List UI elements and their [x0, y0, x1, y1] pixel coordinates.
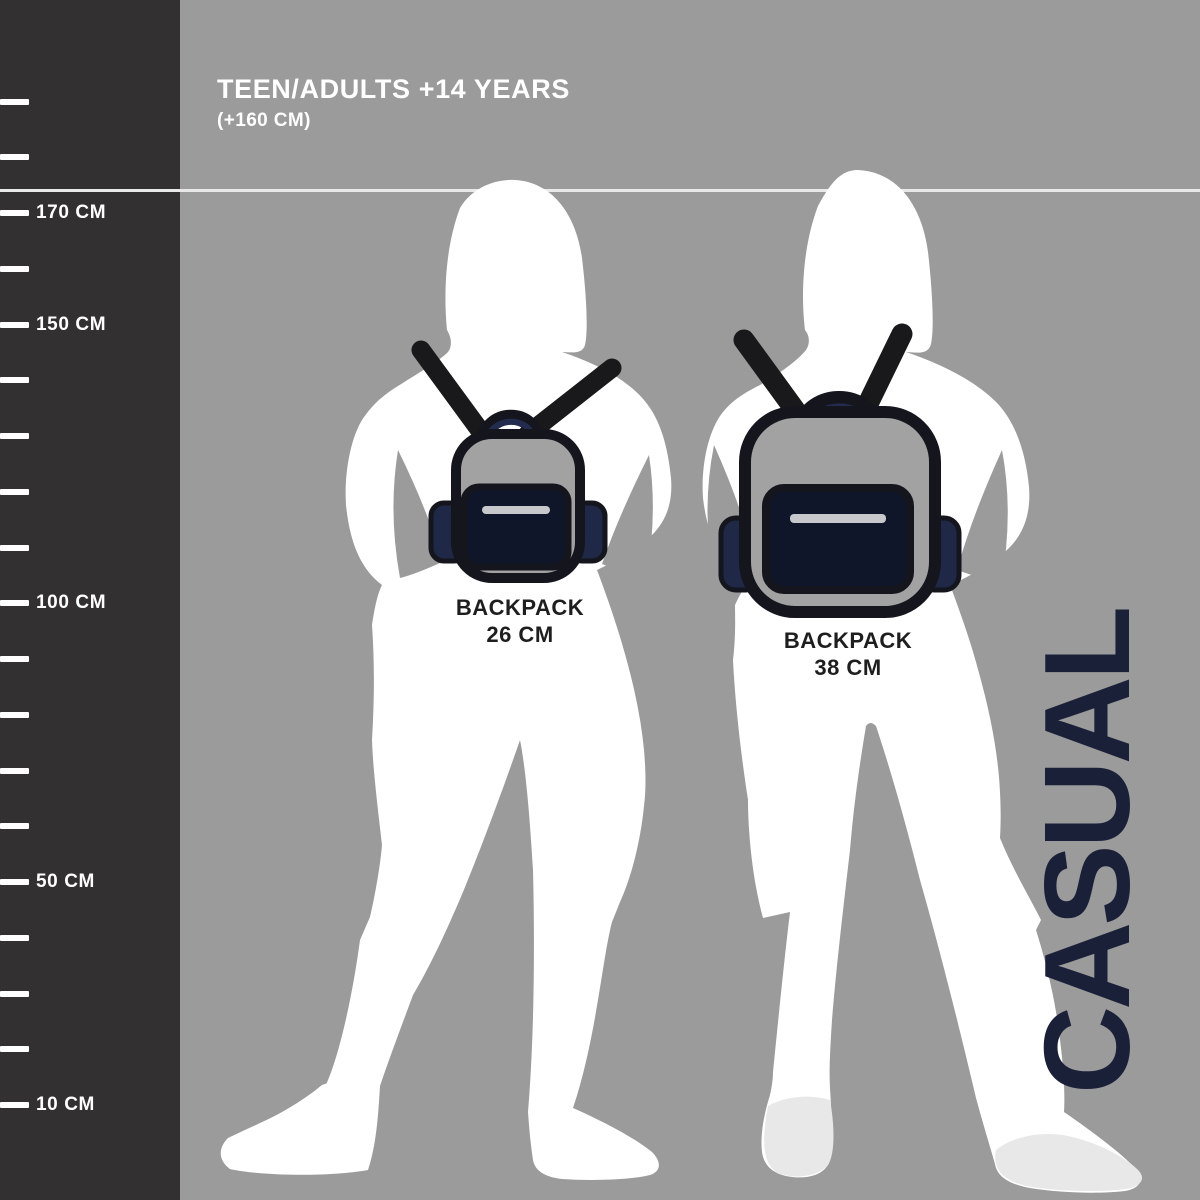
ruler-tick-160cm: [0, 265, 29, 272]
ruler-tick-40cm: [0, 934, 29, 941]
figure-large-left-foot-shade: [764, 1096, 834, 1177]
ruler-label-150cm: 150 CM: [36, 313, 107, 335]
backpack-38cm: [718, 323, 962, 618]
age-group-height: (+160 CM): [217, 110, 311, 131]
ruler-tick-60cm: [0, 823, 29, 830]
backpack-38-left-strap: [733, 329, 806, 421]
backpack-38-label-line2: 38 CM: [814, 655, 881, 680]
backpack-38-label-line1: BACKPACK: [784, 628, 912, 653]
figure-small-body: [220, 179, 672, 1180]
backpack-38-right-strap: [853, 323, 913, 423]
age-group-header: TEEN/ADULTS +14 YEARS (+160 CM): [217, 74, 570, 132]
figure-large-right-foot-shade: [995, 1133, 1142, 1192]
ruler-label-100cm: 100 CM: [36, 592, 107, 614]
ruler-tick-170cm: [0, 210, 29, 216]
backpack-38-zipper: [790, 514, 886, 523]
ruler-tick-130cm: [0, 433, 29, 439]
figure-silhouette-small: [220, 179, 672, 1180]
ruler-tick-90cm: [0, 656, 29, 662]
ruler-tick-150cm: [0, 321, 29, 328]
ruler-tick-190cm: [0, 98, 29, 105]
ruler-tick-100cm: [0, 600, 29, 607]
ruler-tick-140cm: [0, 377, 29, 384]
ruler-tick-10cm: [0, 1102, 29, 1108]
ruler-label-170cm: 170 CM: [36, 202, 107, 223]
ruler-tick-70cm: [0, 767, 29, 774]
backpack-26-zipper: [482, 506, 550, 514]
ruler-tick-30cm: [0, 990, 29, 997]
backpack-26-label-line1: BACKPACK: [456, 595, 584, 620]
ruler-tick-50cm: [0, 879, 29, 885]
ruler-tick-120cm: [0, 488, 29, 495]
ruler-tick-110cm: [0, 544, 29, 551]
ruler-tick-80cm: [0, 711, 29, 718]
figure-small-right-arm-gap: [602, 455, 653, 579]
height-reference-line: [0, 189, 1200, 192]
backpack-26cm: [411, 340, 622, 583]
backpack-26-right-strap: [518, 358, 622, 444]
age-group-title: TEEN/ADULTS +14 YEARS: [217, 74, 570, 104]
backpack-26-front-pocket: [460, 483, 572, 571]
figure-small-left-foot: [221, 1079, 380, 1175]
backpack-38-front-pocket: [762, 484, 914, 594]
ruler-label-50cm: 50 CM: [36, 871, 95, 892]
category-label: CASUAL: [1019, 609, 1155, 1094]
height-ruler: 170 CM 150 CM 100 CM 50 CM 10 CM: [0, 0, 180, 1200]
ruler-tick-20cm: [0, 1046, 29, 1053]
backpack-26-label-line2: 26 CM: [486, 622, 553, 647]
backpack-26-left-strap: [411, 340, 494, 446]
ruler-tick-180cm: [0, 154, 29, 161]
figure-large-right-arm-gap: [957, 450, 1008, 584]
ruler-label-10cm: 10 CM: [36, 1094, 95, 1115]
